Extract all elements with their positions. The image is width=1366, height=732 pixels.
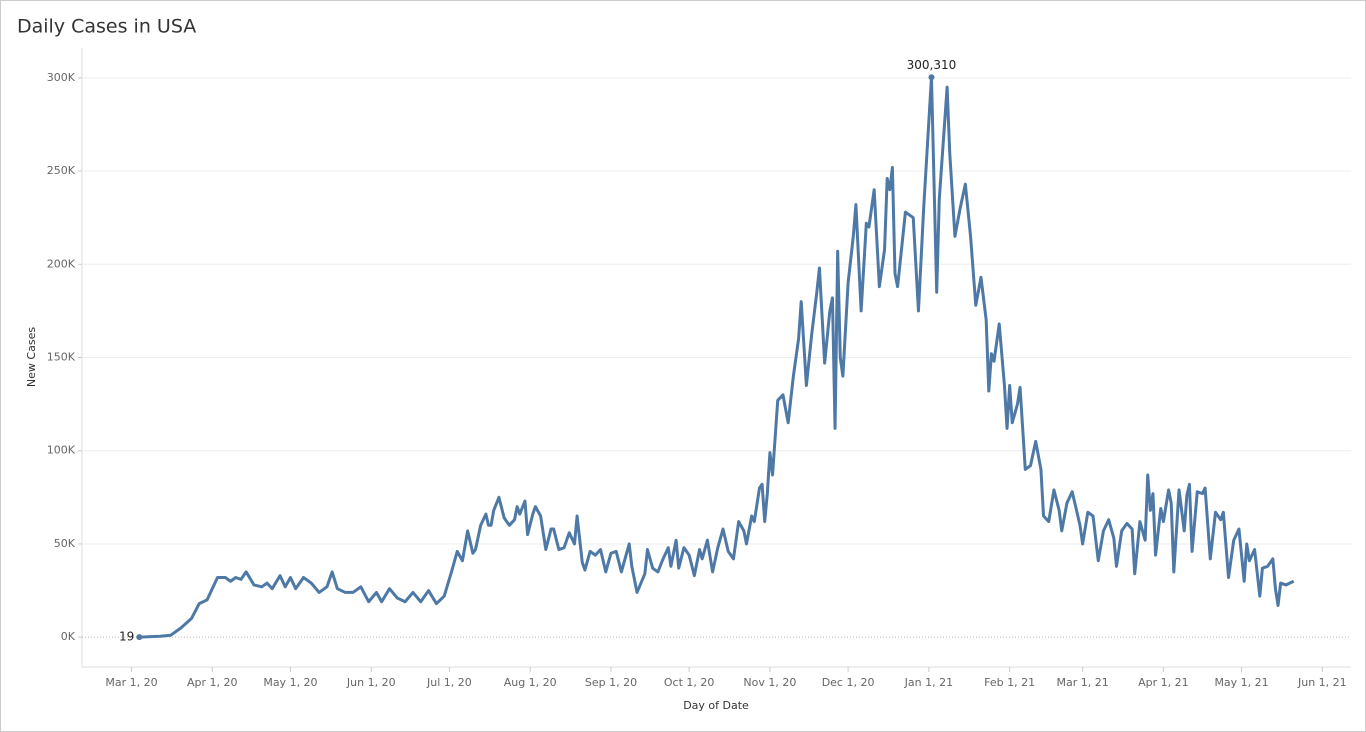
y-tick-label: 50K: [54, 537, 76, 550]
point-marker: [928, 74, 935, 81]
y-tick-label: 250K: [47, 164, 76, 177]
x-axis-title: Day of Date: [683, 699, 749, 712]
x-tick-label: Jun 1, 21: [1297, 676, 1347, 689]
value-label: 19: [119, 630, 134, 644]
x-tick-label: Nov 1, 20: [743, 676, 796, 689]
x-tick-label: Mar 1, 20: [105, 676, 157, 689]
x-tick-label: Jan 1, 21: [904, 676, 953, 689]
x-tick-label: Dec 1, 20: [822, 676, 875, 689]
x-tick-label: Jun 1, 20: [346, 676, 396, 689]
value-label: 300,310: [907, 58, 957, 72]
y-axis-title: New Cases: [25, 327, 38, 387]
chart-title: Daily Cases in USA: [17, 16, 196, 38]
x-tick-label: May 1, 20: [263, 676, 317, 689]
point-marker: [136, 634, 143, 641]
x-tick-label: Oct 1, 20: [664, 676, 715, 689]
y-tick-label: 100K: [47, 444, 76, 457]
y-tick-label: 200K: [47, 257, 76, 270]
y-tick-label: 0K: [61, 630, 76, 643]
x-tick-label: Jul 1, 20: [426, 676, 472, 689]
x-tick-label: Feb 1, 21: [984, 676, 1035, 689]
x-tick-label: Aug 1, 20: [504, 676, 557, 689]
x-tick-label: Apr 1, 21: [1138, 676, 1189, 689]
y-tick-label: 150K: [47, 351, 76, 364]
x-tick-label: Apr 1, 20: [187, 676, 238, 689]
x-tick-label: Mar 1, 21: [1056, 676, 1108, 689]
series-line: [139, 75, 1295, 639]
x-tick-label: May 1, 21: [1214, 676, 1268, 689]
y-tick-label: 300K: [47, 71, 76, 84]
x-tick-label: Sep 1, 20: [585, 676, 637, 689]
